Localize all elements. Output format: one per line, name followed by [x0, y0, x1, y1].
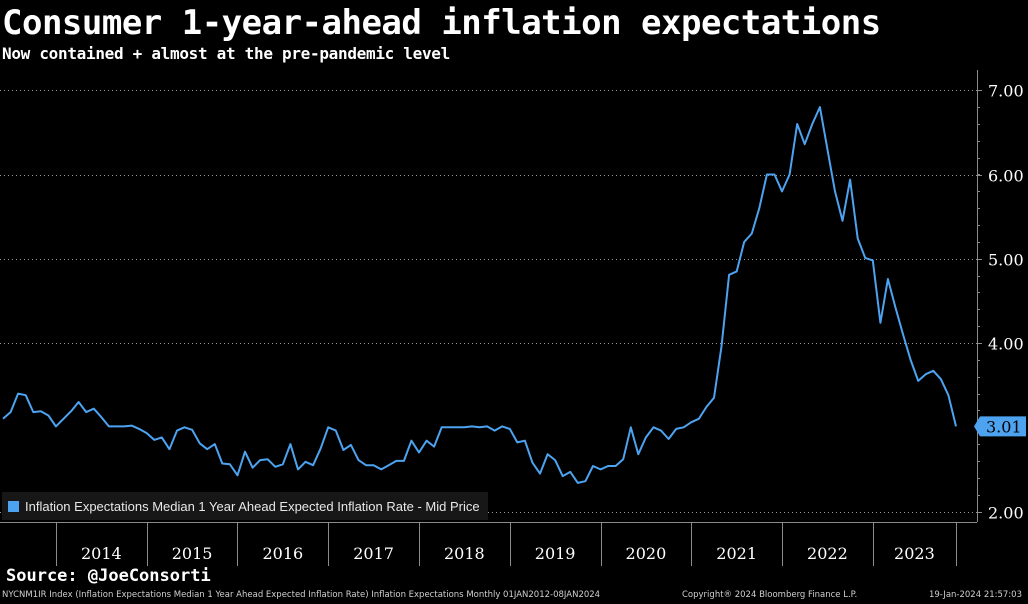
y-tick-label: 5.00	[988, 251, 1024, 270]
footer-timestamp: 19-Jan-2024 21:57:03	[928, 590, 1022, 600]
x-tick-label: 2017	[353, 544, 394, 563]
series-layer: 3.01	[2, 106, 1026, 484]
chart-subtitle: Now contained + almost at the pre-pandem…	[2, 44, 450, 63]
chart-legend: Inflation Expectations Median 1 Year Ahe…	[2, 492, 488, 520]
x-tick-label: 2023	[894, 544, 935, 563]
last-value-marker: 3.01	[974, 416, 1026, 437]
last-value-label: 3.01	[986, 417, 1022, 436]
x-tick-label: 2016	[262, 544, 303, 563]
axis-layer: 7.00 6.00 5.00 4.00 2.00 2014 2015 2016 2017 2018…	[0, 70, 1024, 566]
footer-copyright: Copyright® 2024 Bloomberg Finance L.P.	[682, 590, 858, 600]
x-tick-label: 2021	[716, 544, 757, 563]
last-value-badge	[974, 416, 1026, 437]
x-tick-label: 2018	[444, 544, 485, 563]
grid-layer	[0, 90, 977, 513]
x-tick-label: 2019	[535, 544, 576, 563]
y-tick-label: 4.00	[988, 335, 1024, 354]
x-tick-label: 2014	[81, 544, 122, 563]
source-credit: Source: @JoeConsorti	[6, 566, 211, 586]
legend-swatch	[8, 500, 19, 512]
x-tick-label: 2015	[172, 544, 213, 563]
chart-title: Consumer 1-year-ahead inflation expectat…	[2, 3, 881, 43]
y-tick-label: 7.00	[988, 82, 1024, 101]
series-line	[2, 106, 957, 484]
x-tick-label: 2020	[626, 544, 667, 563]
legend-label: Inflation Expectations Median 1 Year Ahe…	[25, 498, 480, 514]
footer-description: NYCNM1IR Index (Inflation Expectations M…	[2, 590, 601, 600]
y-tick-label: 2.00	[988, 504, 1024, 523]
y-tick-label: 6.00	[988, 167, 1024, 186]
x-tick-label: 2022	[807, 544, 848, 563]
